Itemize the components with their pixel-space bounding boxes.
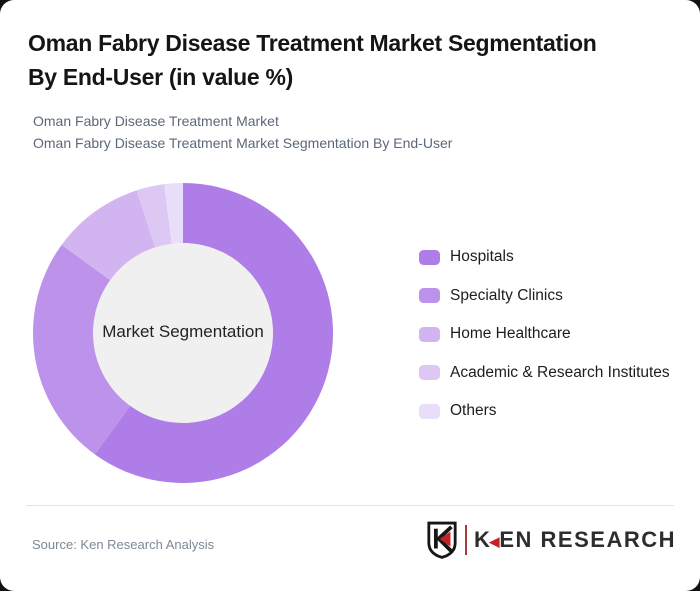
legend-swatch — [419, 403, 440, 419]
page-title-line2: By End-User (in value %) — [28, 64, 294, 90]
legend-swatch — [419, 249, 440, 265]
legend-label: Others — [450, 402, 497, 419]
donut-slice-hospitals[interactable] — [94, 183, 333, 483]
legend-item-hospitals[interactable]: Hospitals — [419, 247, 670, 267]
donut-center-label: Market Segmentation — [102, 322, 264, 341]
chart-legend: Hospitals Specialty Clinics Home Healthcar… — [419, 247, 670, 421]
donut-svg — [33, 183, 333, 483]
ken-research-shield-icon — [427, 521, 457, 559]
ken-research-wordmark: K◀EN RESEARCH — [474, 527, 676, 553]
page-title: Oman Fabry Disease Treatment Market Segm… — [28, 26, 676, 94]
wordmark-k: K — [473, 527, 492, 552]
donut-slice-academic-research-institutes[interactable] — [136, 184, 172, 248]
legend-swatch — [419, 326, 440, 342]
donut-chart: Market Segmentation — [33, 183, 333, 483]
legend-label: Hospitals — [450, 248, 514, 265]
red-triangle-icon: ◀ — [489, 534, 500, 549]
chart-subtitle-line2: Oman Fabry Disease Treatment Market Segm… — [33, 135, 453, 151]
donut-center-circle — [93, 243, 273, 423]
legend-item-academic-research-institutes[interactable]: Academic & Research Institutes — [419, 363, 670, 383]
donut-slice-home-healthcare[interactable] — [61, 190, 156, 281]
legend-item-others[interactable]: Others — [419, 401, 670, 421]
donut-slices — [33, 183, 333, 483]
legend-label: Academic & Research Institutes — [450, 363, 670, 381]
legend-item-home-healthcare[interactable]: Home Healthcare — [419, 324, 670, 344]
ken-research-logo: K◀EN RESEARCH — [426, 521, 676, 559]
chart-subtitle-line1: Oman Fabry Disease Treatment Market — [33, 113, 279, 129]
legend-item-specialty-clinics[interactable]: Specialty Clinics — [419, 286, 670, 306]
donut-slice-specialty-clinics[interactable] — [33, 244, 131, 455]
donut-slice-others[interactable] — [164, 183, 183, 244]
legend-label: Home Healthcare — [450, 325, 571, 342]
page-title-line1: Oman Fabry Disease Treatment Market Segm… — [28, 30, 597, 56]
legend-swatch — [419, 365, 440, 380]
legend-label: Specialty Clinics — [450, 286, 563, 304]
legend-swatch — [419, 288, 440, 303]
footer-divider — [26, 505, 674, 506]
logo-divider — [464, 525, 467, 555]
wordmark-rest: EN RESEARCH — [499, 527, 676, 552]
chart-subtitle: Oman Fabry Disease Treatment Market Oman… — [33, 110, 452, 154]
source-note: Source: Ken Research Analysis — [32, 537, 215, 552]
